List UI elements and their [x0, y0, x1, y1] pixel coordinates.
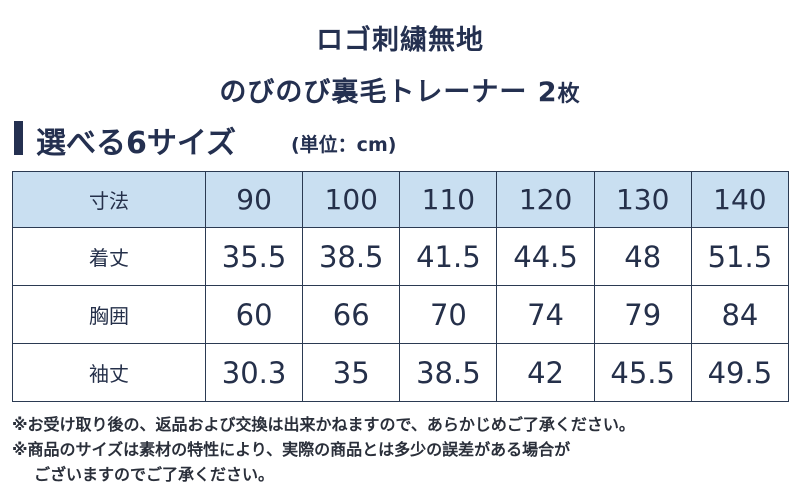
table-cell: 74: [496, 285, 595, 344]
header-size-120: 120: [496, 171, 595, 228]
row-label-chest: 胸囲: [12, 285, 206, 344]
table-row-body-length: 着丈 35.5 38.5 41.5 44.5 48 51.5: [12, 227, 790, 286]
table-row-sleeve-length: 袖丈 30.3 35 38.5 42 45.5 49.5: [12, 343, 790, 402]
note-size-variance: ※商品のサイズは素材の特性により、実際の商品とは多少の誤差がある場合が: [12, 440, 571, 459]
table-cell: 51.5: [690, 227, 790, 286]
section-accent-bar: [14, 121, 23, 155]
table-cell: 45.5: [593, 343, 692, 402]
header-size-90: 90: [204, 171, 304, 228]
row-label-sleeve-length: 袖丈: [12, 343, 206, 402]
table-cell: 30.3: [204, 343, 304, 402]
table-cell: 35: [302, 343, 401, 402]
header-size-100: 100: [302, 171, 401, 228]
table-cell: 44.5: [496, 227, 595, 286]
size-table: 寸法 90 100 110 120 130 140 着丈 35.5 38.5 4…: [12, 171, 790, 402]
title-line-2: のびのび裏毛トレーナー 2枚: [0, 70, 800, 109]
header-size-130: 130: [593, 171, 692, 228]
table-cell: 41.5: [399, 227, 498, 286]
table-cell: 42: [496, 343, 595, 402]
note-returns: ※お受け取り後の、返品および交換は出来かねますので、あらかじめご了承ください。: [12, 415, 635, 434]
table-cell: 60: [204, 285, 304, 344]
table-cell: 49.5: [690, 343, 790, 402]
title-line-1: ロゴ刺繍無地: [316, 25, 484, 56]
table-row-chest: 胸囲 60 66 70 74 79 84: [12, 285, 790, 344]
title-line-2-suffix: 枚: [557, 82, 581, 107]
header-size-140: 140: [690, 171, 790, 228]
table-cell: 38.5: [399, 343, 498, 402]
notes-block: ※お受け取り後の、返品および交換は出来かねますので、あらかじめご了承ください。 …: [12, 412, 792, 487]
table-cell: 66: [302, 285, 401, 344]
section-heading: 選べる6サイズ: [36, 126, 236, 161]
table-header-row: 寸法 90 100 110 120 130 140: [12, 171, 790, 228]
note-size-variance-cont: ございますのでご了承ください。: [34, 465, 275, 484]
table-cell: 70: [399, 285, 498, 344]
header-label-dimension: 寸法: [12, 171, 206, 228]
table-cell: 79: [593, 285, 692, 344]
header-size-110: 110: [399, 171, 498, 228]
row-label-body-length: 着丈: [12, 227, 206, 286]
title-line-2-main: のびのび裏毛トレーナー 2: [219, 77, 558, 108]
table-cell: 35.5: [204, 227, 304, 286]
table-cell: 84: [690, 285, 790, 344]
table-cell: 48: [593, 227, 692, 286]
table-cell: 38.5: [302, 227, 401, 286]
section-unit-label: (単位：cm): [291, 134, 397, 156]
